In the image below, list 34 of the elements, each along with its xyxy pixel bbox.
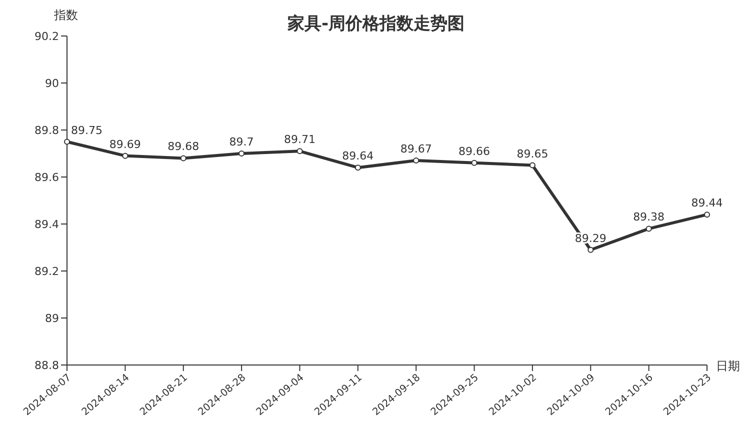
y-axis-title: 指数 — [54, 7, 78, 24]
x-axis-title: 日期 — [716, 358, 740, 375]
point — [64, 138, 70, 145]
data-label: 89.7 — [229, 136, 254, 148]
data-label: 89.66 — [458, 144, 490, 158]
point — [588, 246, 594, 253]
data-label: 89.71 — [284, 133, 316, 146]
point — [704, 212, 710, 218]
data-label: 89.67 — [400, 142, 432, 156]
point — [529, 162, 536, 168]
point — [646, 226, 652, 232]
y-tick-label: 88.8 — [34, 358, 59, 372]
y-tick-label: 89.4 — [34, 218, 59, 231]
chart-title: 家具-周价格指数走势图 — [287, 14, 465, 34]
y-tick-label: 89.6 — [34, 170, 59, 184]
y-tick-label: 89 — [45, 312, 59, 325]
y-tick-label: 90 — [45, 76, 59, 90]
point — [413, 158, 420, 164]
data-label: 89.75 — [71, 124, 102, 137]
point — [296, 148, 303, 154]
y-tick-label: 89.8 — [34, 124, 59, 137]
point — [471, 160, 478, 166]
point — [238, 150, 245, 156]
data-label: 89.68 — [168, 140, 200, 154]
point — [180, 155, 186, 162]
y-tick-label: 90.2 — [34, 30, 59, 43]
point — [122, 152, 128, 159]
data-label: 89.69 — [109, 138, 141, 151]
data-label: 89.38 — [633, 210, 665, 224]
data-label: 89.65 — [516, 147, 548, 160]
point — [354, 164, 361, 171]
data-label: 89.44 — [691, 196, 723, 210]
y-tick-label: 89.2 — [34, 264, 59, 278]
data-label: 89.64 — [342, 150, 374, 163]
